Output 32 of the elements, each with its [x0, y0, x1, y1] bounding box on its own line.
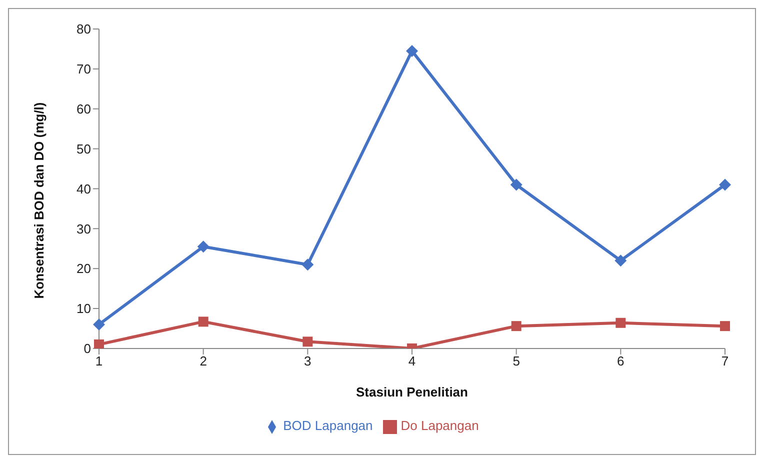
point [302, 258, 314, 271]
y-tick-label: 60 [76, 101, 91, 116]
y-tick-label: 40 [76, 181, 91, 196]
point [197, 240, 210, 253]
point [406, 44, 418, 57]
point [614, 254, 627, 267]
x-tick-label: 2 [200, 354, 207, 369]
legend-label: Do Lapangan [400, 418, 479, 434]
point [93, 318, 105, 330]
y-tick-label: 10 [76, 301, 91, 316]
point [719, 178, 731, 191]
point [510, 178, 522, 191]
y-tick-label: 70 [76, 62, 91, 77]
x-tick-label: 3 [304, 354, 312, 369]
point [198, 316, 208, 327]
x-tick-label: 6 [617, 354, 624, 369]
x-tick-label: 1 [95, 354, 103, 369]
x-axis-title: Stasiun Penelitian [356, 384, 468, 400]
y-tick-label: 50 [76, 141, 91, 156]
y-tick-label: 30 [76, 221, 91, 236]
y-axis-title: Konsentrasi BOD dan DO (mg/l) [32, 102, 47, 299]
y-tick-label: 20 [76, 261, 91, 276]
legend-label: BOD Lapangan [283, 418, 373, 434]
point [511, 321, 522, 332]
x-tick-label: 4 [408, 354, 416, 369]
x-tick-label: 7 [721, 354, 729, 369]
y-tick-label: 0 [84, 341, 91, 356]
x-tick-label: 5 [512, 354, 520, 369]
point [302, 336, 313, 347]
point [616, 318, 626, 328]
y-tick-label: 80 [76, 22, 91, 37]
point [720, 321, 730, 332]
